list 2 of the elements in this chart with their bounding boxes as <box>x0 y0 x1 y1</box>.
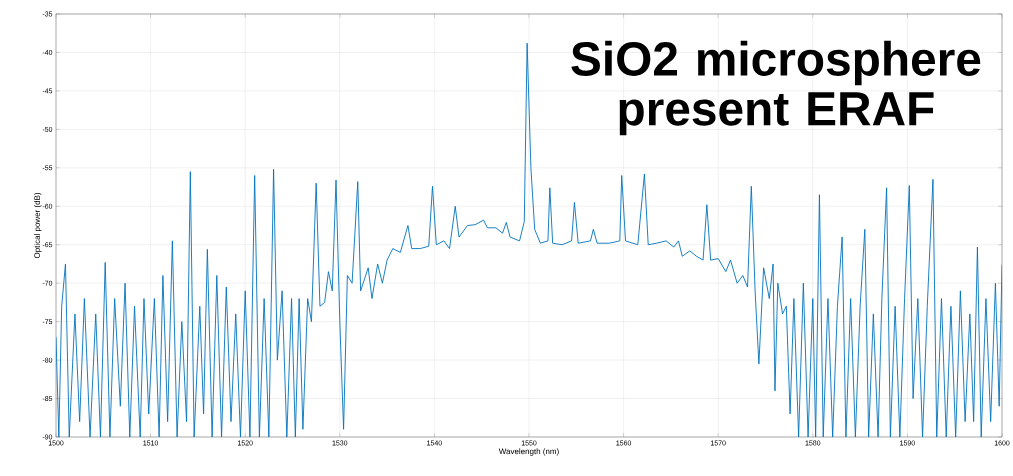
annotation: SiO2 microsphere present ERAF <box>571 40 981 136</box>
line-series <box>56 42 1003 437</box>
